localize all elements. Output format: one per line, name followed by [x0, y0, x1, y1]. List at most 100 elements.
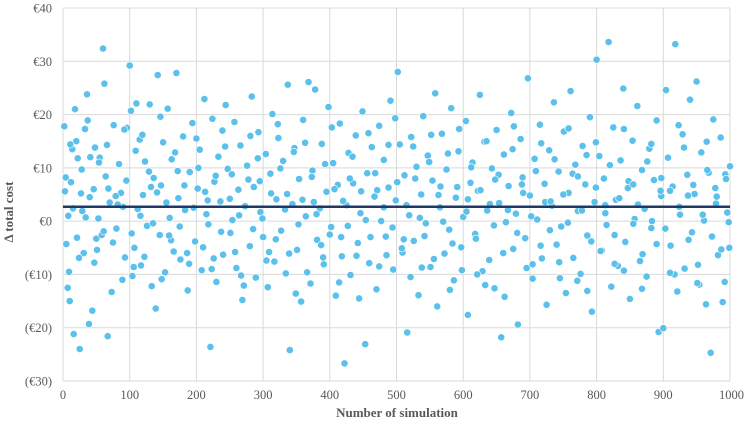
- data-point: [676, 210, 684, 219]
- data-point: [262, 256, 271, 265]
- data-point: [71, 105, 79, 114]
- data-point: [552, 240, 561, 249]
- data-point: [559, 190, 568, 199]
- data-point: [393, 68, 402, 76]
- data-point: [206, 342, 215, 351]
- data-point: [499, 150, 508, 159]
- data-point: [492, 126, 501, 134]
- y-axis-ticks: (€30) (€20) (€10) €0 €10 €20 €30 €40: [25, 2, 52, 389]
- data-point: [633, 102, 642, 110]
- data-point: [201, 187, 209, 196]
- data-point: [204, 220, 213, 229]
- data-point: [301, 212, 310, 221]
- data-point: [656, 186, 665, 195]
- data-point: [391, 114, 400, 123]
- data-point: [211, 171, 220, 180]
- data-point: [228, 216, 237, 224]
- data-point: [393, 178, 402, 187]
- data-point: [407, 133, 416, 141]
- data-point: [443, 149, 452, 158]
- data-point: [221, 142, 229, 151]
- data-point: [419, 112, 428, 121]
- data-point: [712, 192, 721, 201]
- data-point: [231, 248, 239, 256]
- data-point: [518, 180, 526, 189]
- data-point: [212, 277, 221, 286]
- data-point: [255, 177, 264, 186]
- data-point: [442, 165, 451, 174]
- data-point: [689, 180, 698, 189]
- x-tick-label: 800: [587, 388, 606, 402]
- data-point: [542, 300, 551, 309]
- data-point: [666, 186, 674, 195]
- data-point: [588, 307, 596, 316]
- data-point: [63, 283, 72, 292]
- gridlines: [62, 7, 731, 382]
- data-point: [607, 282, 616, 291]
- data-point: [684, 191, 692, 200]
- data-point: [619, 84, 628, 93]
- data-point: [157, 275, 166, 284]
- data-point: [384, 140, 393, 149]
- data-point: [263, 283, 272, 292]
- data-point: [482, 137, 491, 146]
- data-point: [366, 233, 375, 241]
- data-point: [573, 276, 582, 285]
- data-point: [165, 213, 174, 222]
- data-point: [428, 176, 437, 185]
- data-point: [285, 346, 294, 354]
- data-point: [163, 104, 172, 113]
- data-point: [680, 264, 689, 273]
- data-point: [629, 219, 638, 228]
- data-point: [546, 197, 555, 206]
- data-point: [578, 142, 587, 150]
- data-point: [352, 251, 361, 260]
- data-point: [266, 169, 275, 178]
- data-point: [415, 213, 424, 222]
- data-point: [121, 253, 129, 262]
- data-point: [455, 125, 464, 133]
- data-point: [409, 142, 418, 151]
- data-point: [620, 125, 628, 133]
- y-tick-label: €30: [33, 55, 52, 69]
- data-point: [259, 233, 267, 241]
- data-point: [662, 86, 670, 94]
- data-point: [319, 253, 327, 262]
- data-point: [202, 210, 211, 219]
- data-point: [85, 320, 93, 328]
- data-point: [566, 87, 575, 95]
- data-point: [343, 221, 352, 230]
- data-point: [294, 220, 303, 229]
- data-point: [526, 191, 534, 200]
- data-point: [509, 244, 518, 253]
- data-point: [122, 176, 131, 185]
- data-point: [417, 263, 426, 272]
- data-point: [723, 208, 732, 217]
- data-point: [475, 91, 484, 99]
- data-point: [151, 304, 160, 313]
- data-point: [327, 223, 335, 231]
- data-point: [491, 175, 500, 184]
- data-point: [638, 250, 647, 259]
- data-point: [562, 289, 570, 297]
- data-point: [185, 168, 194, 176]
- data-point: [516, 135, 525, 143]
- data-point: [283, 190, 291, 198]
- data-point: [647, 139, 656, 148]
- data-point: [147, 282, 156, 291]
- data-point: [638, 166, 646, 174]
- data-point: [454, 147, 463, 156]
- data-point: [219, 250, 227, 259]
- data-point: [191, 237, 199, 246]
- data-point: [197, 266, 206, 275]
- data-point: [335, 278, 343, 287]
- data-point: [437, 129, 446, 138]
- data-point: [550, 155, 559, 164]
- data-point: [574, 172, 582, 181]
- data-point: [297, 297, 305, 306]
- x-tick-label: 400: [320, 388, 339, 402]
- data-point: [555, 258, 564, 267]
- data-point: [693, 279, 702, 287]
- data-point: [457, 243, 466, 252]
- data-point: [666, 241, 675, 250]
